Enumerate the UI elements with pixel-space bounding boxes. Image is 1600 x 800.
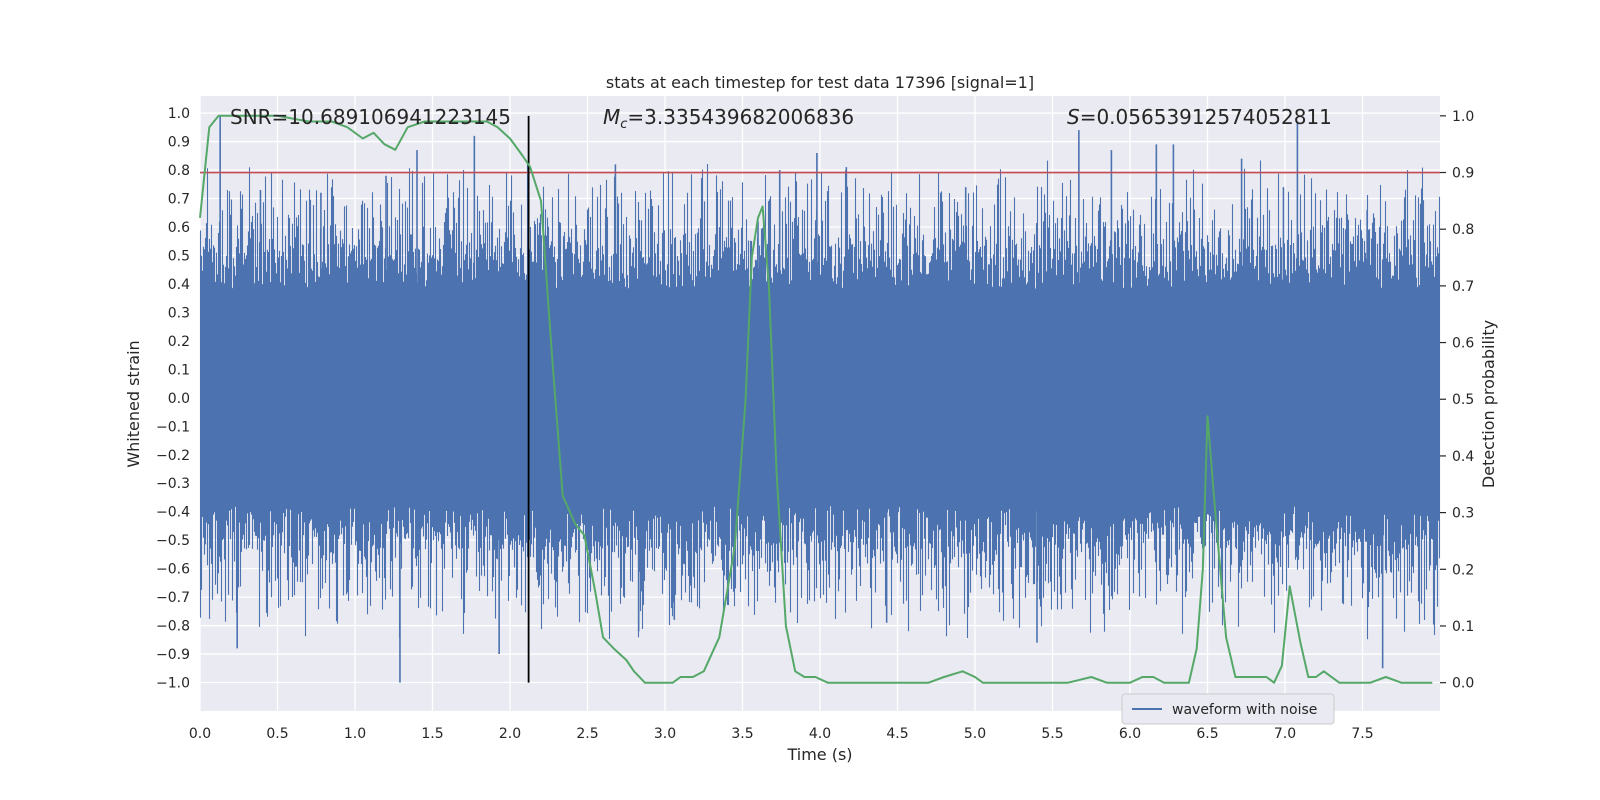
y-tick-label-left: −0.6 — [156, 562, 190, 578]
axes: 0.0 0.5 1.0 1.5 2.0 2.5 3.0 3.5 4.0 4.5 5.0 5.5 6.0 6… — [156, 106, 1474, 742]
y-tick-label-right: 0.8 — [1452, 222, 1474, 238]
y-tick-label-right: 0.2 — [1452, 562, 1474, 578]
y-tick-label-left: −0.3 — [156, 476, 190, 492]
x-tick-label: 4.0 — [809, 726, 831, 742]
x-tick-label: 3.0 — [654, 726, 676, 742]
x-tick-label: 0.0 — [189, 726, 211, 742]
x-tick-label: 1.5 — [421, 726, 443, 742]
waveform-series — [199, 115, 1441, 683]
y-tick-label-right: 0.0 — [1452, 676, 1474, 692]
x-tick-label: 5.5 — [1041, 726, 1063, 742]
x-tick-label: 7.0 — [1274, 726, 1296, 742]
x-tick-label: 4.5 — [886, 726, 908, 742]
y-tick-label-right: 0.7 — [1452, 279, 1474, 295]
y-tick-label-left: 0.6 — [168, 220, 190, 236]
overlay-lines — [199, 114, 1440, 684]
y-tick-label-left: 0.8 — [168, 163, 190, 179]
y-tick-label-right: 0.1 — [1452, 619, 1474, 635]
y-axis-label-left: Whitened strain — [124, 340, 143, 467]
y-tick-label-left: −0.7 — [156, 590, 190, 606]
probability-line — [199, 114, 1433, 684]
y-tick-label-right: 0.9 — [1452, 166, 1474, 182]
y-tick-label-left: 0.5 — [168, 248, 190, 264]
chirp-mass-annotation: Mc=3.335439682006836 — [603, 105, 854, 132]
chirp-mass-subscript: c — [620, 117, 627, 132]
y-tick-label-left: 0.2 — [168, 334, 190, 350]
legend-box — [1121, 693, 1335, 725]
x-tick-label: 1.0 — [344, 726, 366, 742]
x-tick-label: 0.5 — [266, 726, 288, 742]
x-tick-label: 2.5 — [576, 726, 598, 742]
y-tick-label-right: 1.0 — [1452, 109, 1474, 125]
chirp-mass-symbol: M — [603, 105, 620, 129]
y-tick-label-left: −0.2 — [156, 448, 190, 464]
y-tick-label-left: −0.9 — [156, 647, 190, 663]
y-tick-label-left: 0.0 — [168, 391, 190, 407]
x-tick-label: 7.5 — [1351, 726, 1373, 742]
chart-title: stats at each timestep for test data 173… — [606, 73, 1034, 92]
y-tick-label-right: 0.6 — [1452, 336, 1474, 352]
x-tick-label: 5.0 — [964, 726, 986, 742]
y-tick-label-left: −0.4 — [156, 505, 190, 521]
x-tick-label: 3.5 — [731, 726, 753, 742]
x-tick-label: 6.5 — [1196, 726, 1218, 742]
y-tick-label-left: 0.7 — [168, 192, 190, 208]
y-tick-label-left: −1.0 — [156, 676, 190, 692]
y-tick-label-left: 0.4 — [168, 277, 190, 293]
legend: waveform with noise — [1121, 693, 1335, 725]
waveform-noise-band — [199, 160, 1441, 640]
y-tick-label-left: 1.0 — [168, 106, 190, 122]
y-tick-label-right: 0.3 — [1452, 506, 1474, 522]
y-tick-label-left: −0.5 — [156, 533, 190, 549]
x-tick-label: 2.0 — [499, 726, 521, 742]
y-tick-label-right: 0.5 — [1452, 392, 1474, 408]
y-tick-label-right: 0.4 — [1452, 449, 1474, 465]
y-tick-label-left: 0.1 — [168, 362, 190, 378]
y-tick-label-left: 0.9 — [168, 135, 190, 151]
y-tick-label-left: −0.8 — [156, 619, 190, 635]
y-tick-label-left: 0.3 — [168, 305, 190, 321]
y-tick-label-left: −0.1 — [156, 419, 190, 435]
y-axis-label-right: Detection probability — [1479, 320, 1498, 488]
s-annotation: S=0.05653912574052811 — [1067, 105, 1332, 129]
x-axis-label: Time (s) — [786, 745, 852, 764]
snr-annotation: SNR=10.689106941223145 — [230, 105, 511, 129]
chirp-mass-value: =3.335439682006836 — [627, 105, 854, 129]
s-value: =0.05653912574052811 — [1080, 105, 1332, 129]
s-symbol: S — [1067, 105, 1080, 129]
legend-entry-waveform: waveform with noise — [1172, 702, 1317, 718]
x-tick-label: 6.0 — [1119, 726, 1141, 742]
